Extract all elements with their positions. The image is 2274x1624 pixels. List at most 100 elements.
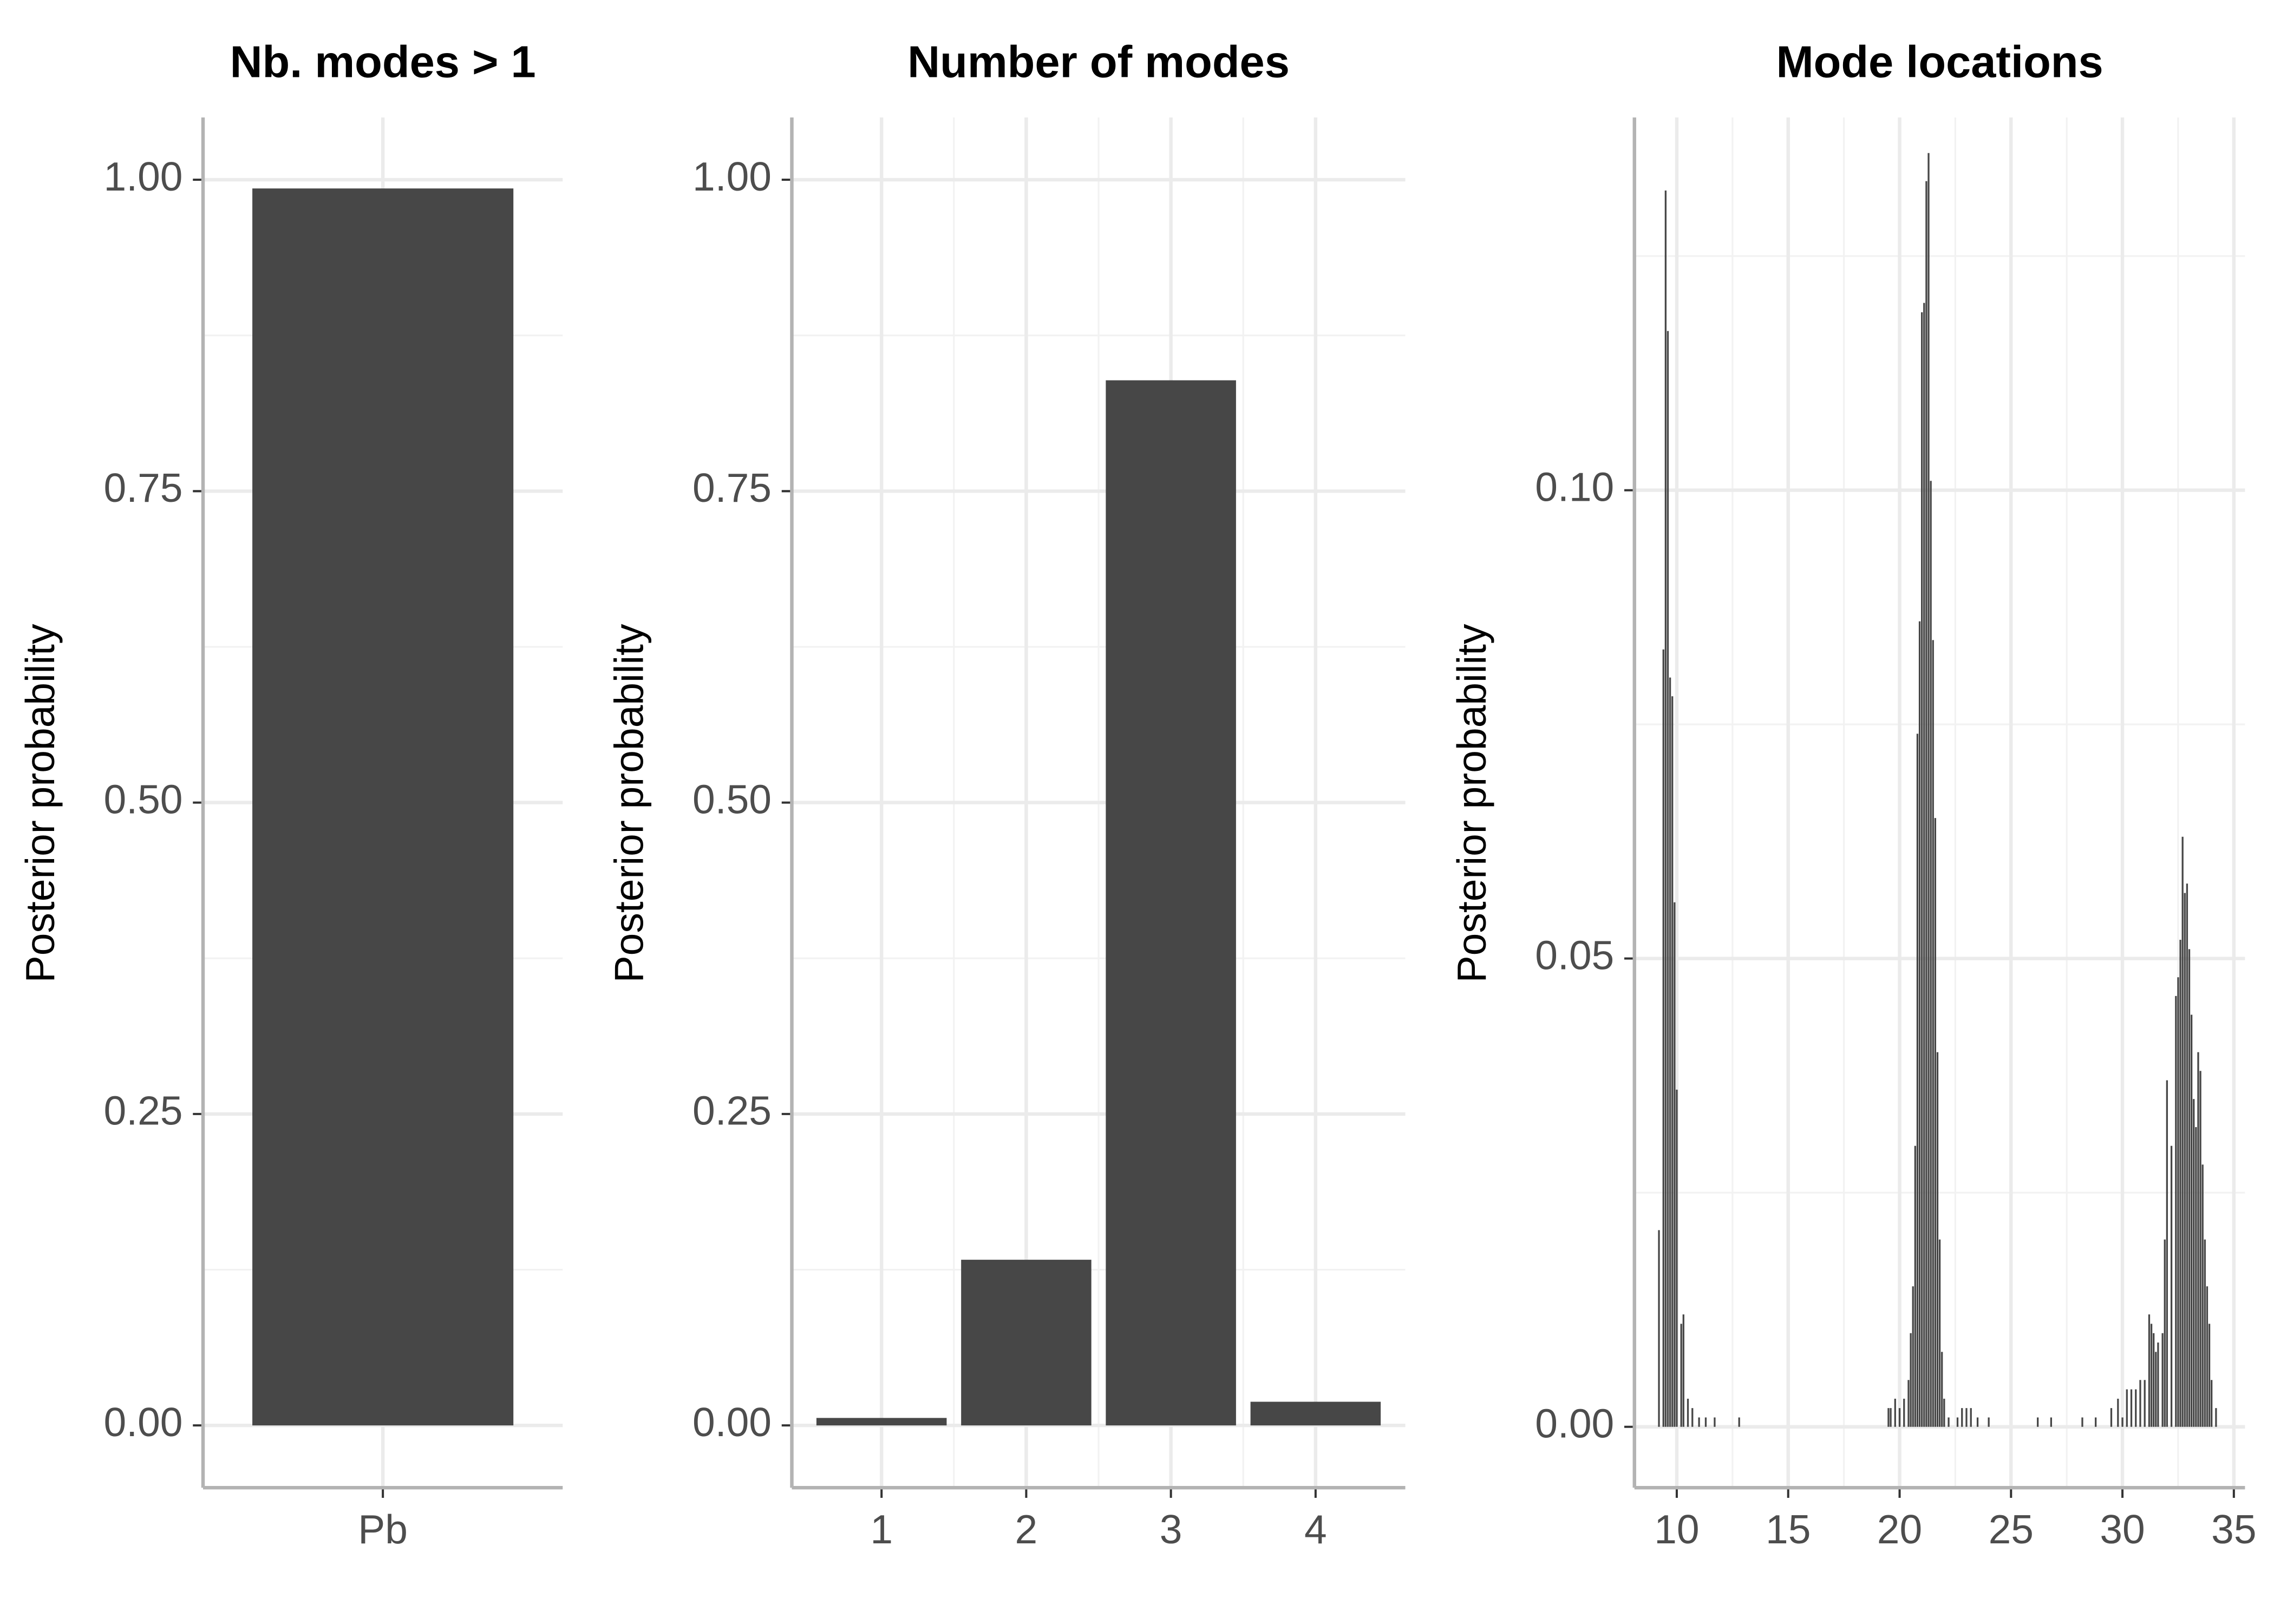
bar <box>1941 1352 1943 1427</box>
bar <box>2177 977 2179 1427</box>
bar <box>2197 1052 2199 1427</box>
bar <box>252 188 514 1426</box>
bar <box>2191 1014 2193 1427</box>
bar <box>2144 1380 2146 1427</box>
y-tick-label: 0.00 <box>104 1399 183 1445</box>
bar <box>1669 677 1671 1427</box>
bar <box>1887 1408 1890 1427</box>
x-tick-label: 30 <box>2100 1507 2145 1552</box>
bar <box>2186 883 2188 1427</box>
bar <box>1923 303 1925 1427</box>
y-tick-label: 0.50 <box>692 776 772 822</box>
y-tick-label: 0.25 <box>104 1088 183 1134</box>
y-tick-label: 0.10 <box>1535 464 1614 509</box>
y-tick-label: 0.05 <box>1535 932 1614 978</box>
bar <box>2150 1324 2153 1427</box>
y-axis-label: Posterior probability <box>606 624 652 983</box>
bar <box>2170 1145 2173 1427</box>
bar <box>2164 1239 2166 1427</box>
y-tick-label: 0.75 <box>104 465 183 510</box>
y-tick-label: 0.00 <box>1535 1401 1614 1446</box>
bar <box>1662 649 1664 1427</box>
bar <box>1691 1408 1694 1427</box>
bar <box>2157 1343 2159 1427</box>
bar <box>1936 1052 1939 1427</box>
bar <box>2110 1408 2113 1427</box>
bar <box>1674 902 1676 1427</box>
bar <box>1921 312 1923 1427</box>
x-tick-label: 15 <box>1766 1507 1811 1552</box>
bar <box>2193 1099 2195 1427</box>
x-tick-label: Pb <box>358 1507 408 1552</box>
bar <box>2037 1417 2039 1427</box>
bar <box>2050 1417 2053 1427</box>
bar <box>2161 1333 2164 1427</box>
bar <box>1927 153 1930 1427</box>
chart-title: Mode locations <box>1776 36 2103 87</box>
y-axis-label: Posterior probability <box>17 624 63 983</box>
bar <box>1925 181 1927 1427</box>
bar <box>2135 1389 2137 1427</box>
bar <box>1903 1398 1905 1427</box>
x-tick-label: 3 <box>1160 1507 1182 1552</box>
bar <box>2175 996 2177 1427</box>
bar <box>2148 1314 2151 1427</box>
bar <box>1658 1230 1660 1427</box>
bar <box>1970 1408 1972 1427</box>
bar <box>1676 1089 1678 1427</box>
x-tick-label: 20 <box>1877 1507 1922 1552</box>
y-tick-label: 0.75 <box>692 465 772 510</box>
bar <box>1910 1333 1912 1427</box>
y-tick-label: 1.00 <box>104 154 183 199</box>
bar <box>1250 1402 1381 1426</box>
bar <box>1671 696 1674 1427</box>
bar <box>1916 734 1919 1427</box>
bar <box>2204 1239 2206 1427</box>
x-tick-label: 2 <box>1015 1507 1038 1552</box>
bar <box>1988 1417 1990 1427</box>
bar <box>2130 1389 2133 1427</box>
bar <box>1965 1408 1968 1427</box>
bar <box>1948 1417 1950 1427</box>
bar <box>961 1260 1092 1426</box>
bar <box>2166 1080 2168 1427</box>
bar <box>1907 1380 1910 1427</box>
bar <box>1680 1324 1682 1427</box>
x-tick-label: 4 <box>1304 1507 1327 1552</box>
bar <box>2215 1408 2217 1427</box>
bar <box>2201 1164 2204 1427</box>
bar <box>2095 1417 2097 1427</box>
bar <box>1930 481 1932 1427</box>
bar <box>2126 1389 2128 1427</box>
chart-title: Number of modes <box>907 36 1290 87</box>
bar <box>2188 949 2191 1427</box>
bar <box>2117 1398 2119 1427</box>
bar <box>816 1418 947 1426</box>
bar <box>1912 1286 1914 1427</box>
bar <box>2153 1333 2155 1427</box>
x-tick-label: 25 <box>1989 1507 2034 1552</box>
bar <box>2179 940 2181 1427</box>
bar <box>2121 1417 2123 1427</box>
y-tick-label: 1.00 <box>692 154 772 199</box>
y-axis-label: Posterior probability <box>1449 624 1494 983</box>
bar <box>2155 1352 2157 1427</box>
bar <box>1938 1239 1941 1427</box>
bar <box>1890 1408 1892 1427</box>
bar <box>1714 1417 1716 1427</box>
bar <box>1961 1408 1963 1427</box>
bar <box>1956 1417 1959 1427</box>
bar <box>1914 1145 1916 1427</box>
bar <box>1932 640 1934 1427</box>
bar <box>1918 621 1921 1427</box>
x-tick-label: 10 <box>1654 1507 1699 1552</box>
bar <box>2211 1380 2213 1427</box>
bar <box>1894 1398 1896 1427</box>
bar <box>2184 893 2186 1427</box>
y-tick-label: 0.50 <box>104 776 183 822</box>
bar <box>2208 1324 2211 1427</box>
x-tick-label: 1 <box>870 1507 893 1552</box>
bar <box>2139 1380 2141 1427</box>
